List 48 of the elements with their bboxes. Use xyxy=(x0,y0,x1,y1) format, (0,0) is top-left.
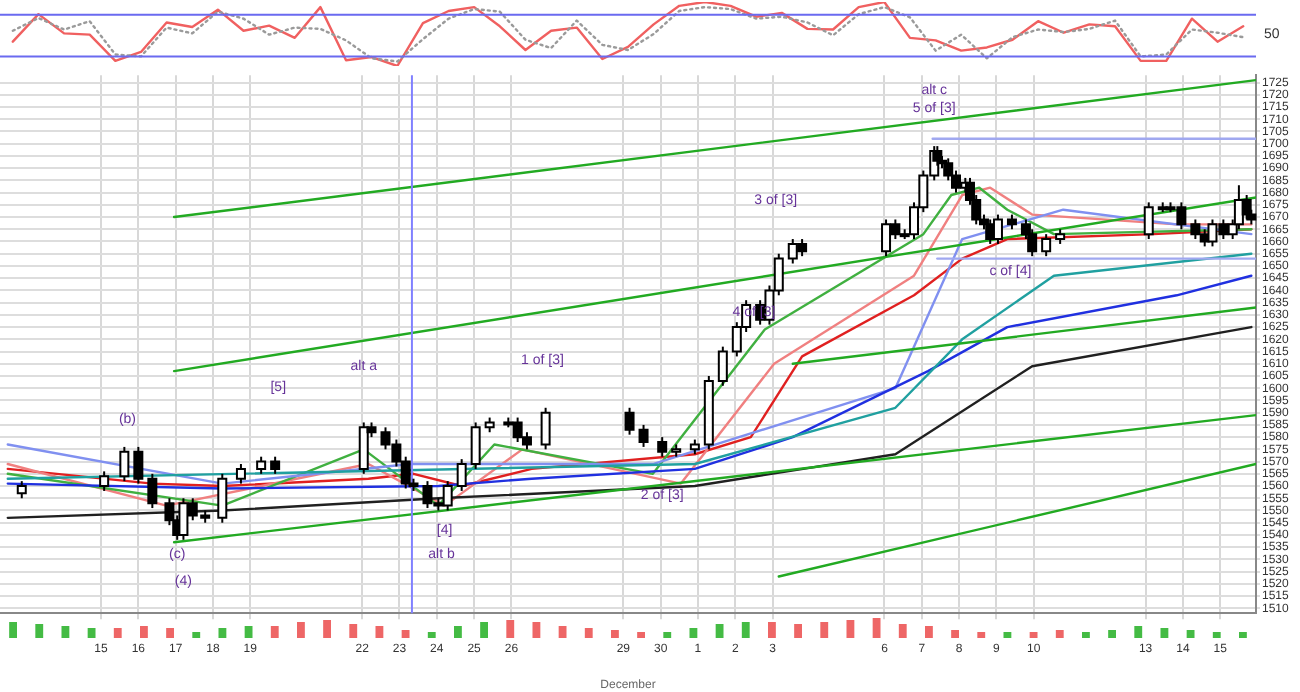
bar xyxy=(584,628,593,638)
bar xyxy=(715,624,724,638)
bar xyxy=(192,632,201,638)
bar xyxy=(1160,628,1169,638)
bar xyxy=(898,624,907,638)
bar xyxy=(1055,630,1064,638)
bar xyxy=(270,626,279,638)
bar xyxy=(637,632,646,638)
bar xyxy=(1003,632,1012,638)
bar xyxy=(139,626,148,638)
bar xyxy=(427,632,436,638)
bar xyxy=(1134,626,1143,638)
bar xyxy=(87,628,96,638)
bar xyxy=(951,630,960,638)
bar xyxy=(61,626,70,638)
bar xyxy=(741,622,750,638)
bar xyxy=(1238,632,1247,638)
bar xyxy=(558,626,567,638)
bar xyxy=(323,620,332,638)
bar xyxy=(166,628,175,638)
bar xyxy=(296,622,305,638)
bar xyxy=(1108,630,1117,638)
bar xyxy=(1212,632,1221,638)
bar xyxy=(663,632,672,638)
bar xyxy=(1081,632,1090,638)
bar xyxy=(924,626,933,638)
bar xyxy=(375,626,384,638)
bar xyxy=(532,622,541,638)
bar xyxy=(977,632,986,638)
bar xyxy=(872,618,881,638)
bar xyxy=(401,630,410,638)
bar xyxy=(113,628,122,638)
bar xyxy=(453,626,462,638)
bar xyxy=(506,620,515,638)
bar xyxy=(846,620,855,638)
bar xyxy=(1186,630,1195,638)
bar xyxy=(767,622,776,638)
bar xyxy=(689,628,698,638)
bar xyxy=(610,630,619,638)
bar xyxy=(480,622,489,638)
bar xyxy=(9,622,18,638)
bar xyxy=(1029,632,1038,638)
bar xyxy=(244,626,253,638)
bar xyxy=(35,624,44,638)
bar xyxy=(820,622,829,638)
bar xyxy=(218,628,227,638)
bar xyxy=(794,624,803,638)
bar xyxy=(349,624,358,638)
